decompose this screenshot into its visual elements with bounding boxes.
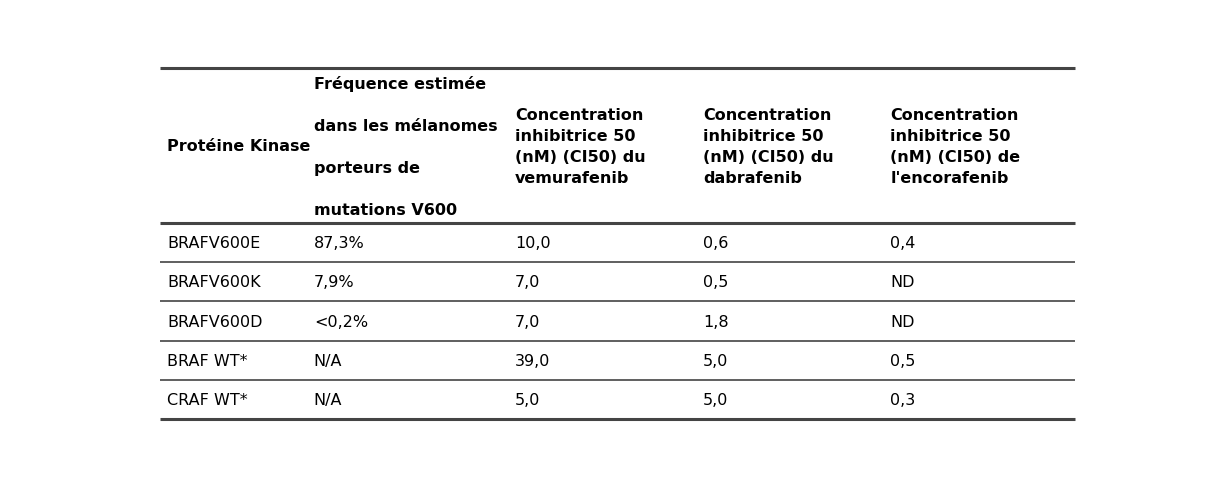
Text: N/A: N/A — [313, 353, 342, 368]
Text: Concentration
inhibitrice 50
(nM) (CI50) du
dabrafenib: Concentration inhibitrice 50 (nM) (CI50)… — [703, 107, 834, 185]
Text: 7,0: 7,0 — [516, 275, 541, 290]
Text: BRAFV600E: BRAFV600E — [167, 236, 260, 251]
Text: BRAFV600D: BRAFV600D — [167, 314, 263, 329]
Text: 0,3: 0,3 — [890, 393, 916, 408]
Text: 0,4: 0,4 — [890, 236, 916, 251]
Text: ND: ND — [890, 314, 915, 329]
Text: N/A: N/A — [313, 393, 342, 408]
Text: Concentration
inhibitrice 50
(nM) (CI50) du
vemurafenib: Concentration inhibitrice 50 (nM) (CI50)… — [516, 107, 646, 185]
Text: 1,8: 1,8 — [703, 314, 729, 329]
Text: Fréquence estimée
 
dans les mélanomes
 
porteurs de
 
mutations V600: Fréquence estimée dans les mélanomes por… — [313, 76, 498, 217]
Text: CRAF WT*: CRAF WT* — [167, 393, 248, 408]
Text: 10,0: 10,0 — [516, 236, 551, 251]
Text: 5,0: 5,0 — [703, 393, 728, 408]
Text: 0,6: 0,6 — [703, 236, 728, 251]
Text: ND: ND — [890, 275, 915, 290]
Text: 39,0: 39,0 — [516, 353, 551, 368]
Text: 5,0: 5,0 — [516, 393, 541, 408]
Text: BRAF WT*: BRAF WT* — [167, 353, 248, 368]
Text: 87,3%: 87,3% — [313, 236, 365, 251]
Text: Concentration
inhibitrice 50
(nM) (CI50) de
l'encorafenib: Concentration inhibitrice 50 (nM) (CI50)… — [890, 107, 1021, 185]
Text: <0,2%: <0,2% — [313, 314, 368, 329]
Text: 7,0: 7,0 — [516, 314, 541, 329]
Text: 7,9%: 7,9% — [313, 275, 354, 290]
Text: BRAFV600K: BRAFV600K — [167, 275, 261, 290]
Text: 0,5: 0,5 — [890, 353, 916, 368]
Text: 5,0: 5,0 — [703, 353, 728, 368]
Text: 0,5: 0,5 — [703, 275, 728, 290]
Text: Protéine Kinase: Protéine Kinase — [167, 139, 311, 154]
